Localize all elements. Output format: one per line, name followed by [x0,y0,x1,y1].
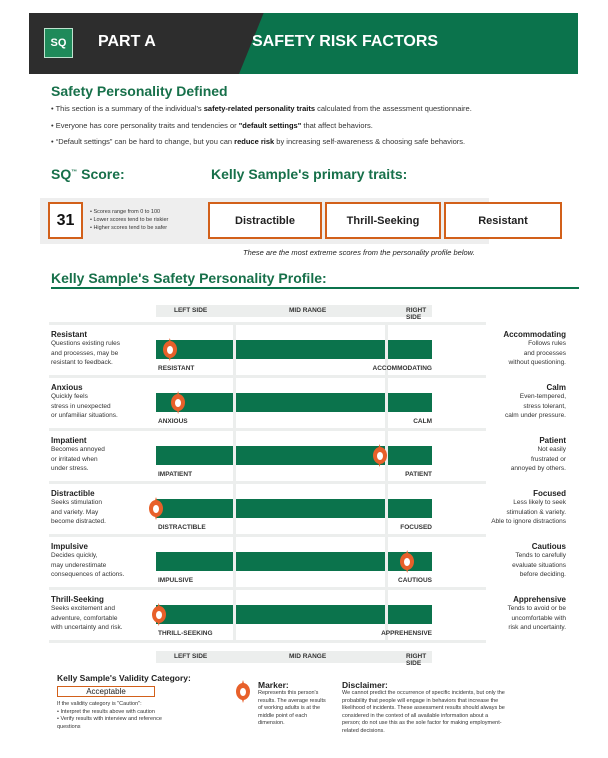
page-header: SQ PART A SAFETY RISK FACTORS [29,13,578,74]
pole-label-left: DISTRACTIBLE [158,524,206,531]
profile-row-left: Thrill-Seeking Seeks excitement and advent… [51,595,123,631]
profile-row-left: Impatient Becomes annoyed or irritated whe… [51,436,105,472]
bar-mid-range [236,393,385,412]
bullet-1: • This section is a summary of the indiv… [51,104,472,113]
bullet-2: • Everyone has core personality traits a… [51,121,373,130]
row-separator [49,534,486,537]
section-title: SAFETY RISK FACTORS [252,33,439,50]
pole-label-left: IMPATIENT [158,471,193,478]
column-header-bottom: LEFT SIDE MID RANGE RIGHT SIDE [156,651,432,667]
row-separator [49,587,486,590]
pole-label-left: RESISTANT [158,365,195,372]
bar-left-side [156,552,233,571]
marker-text: Represents this person's results. The ave… [258,690,326,726]
bar-mid-range [236,605,385,624]
score-marker-icon [400,553,415,570]
score-marker-icon [151,606,166,623]
sq-score-value: 31 [48,202,83,239]
disclaimer-text: We cannot predict the occurrence of spec… [342,690,505,734]
sq-logo: SQ [44,28,73,58]
bar-mid-range [236,552,385,571]
score-marker-icon [171,394,186,411]
pole-label-left: IMPULSIVE [158,577,194,584]
pole-label-right: APPREHENSIVE [381,630,432,637]
score-notes: • Scores range from 0 to 100 • Lower scor… [90,209,169,231]
part-label: PART A [98,33,156,50]
validity-notes: If the validity category is "Caution": • … [57,701,162,730]
profile-row-left: Anxious Quickly feels stress in unexpected… [51,383,118,419]
pole-label-right: CAUTIOUS [398,577,432,584]
profile-row-left: Impulsive Decides quickly, may underestima… [51,542,125,578]
profile-row-right: Patient Not easily frustrated or annoyed by… [510,436,566,472]
bar-left-side [156,605,233,624]
pole-label-left: THRILL-SEEKING [158,630,213,637]
bar-left-side [156,393,233,412]
sq-score-title: SQ™ Score: [51,166,125,182]
disclaimer-title: Disclaimer: [342,680,388,690]
profile-row-right: Accommodating Follows rules and processes w… [503,330,566,366]
bar-right-side [388,605,432,624]
bar-right-side [388,340,432,359]
column-header-top: LEFT SIDE MID RANGE RIGHT SIDE [156,305,432,321]
pole-label-right: PATIENT [405,471,432,478]
row-separator [49,428,486,431]
pole-label-right: ACCOMMODATING [372,365,432,372]
bar-mid-range [236,499,385,518]
bar-right-side [388,499,432,518]
profile-row-right: Calm Even-tempered, stress tolerant, calm u… [504,383,566,419]
pole-label-right: FOCUSED [400,524,432,531]
validity-value: Acceptable [57,686,155,697]
pole-label-left: ANXIOUS [158,418,188,425]
score-marker-icon [372,447,387,464]
marker-title: Marker: [258,680,289,690]
profile-row-left: Distractible Seeks stimulation and variety… [51,489,106,525]
bar-left-side [156,499,233,518]
defined-title: Safety Personality Defined [51,83,228,99]
score-marker-icon [149,500,163,517]
bar-left-side [156,446,233,465]
profile-divider [51,287,579,289]
profile-row-right: Focused Less likely to seek stimulation & … [491,489,566,525]
validity-title: Kelly Sample's Validity Category: [57,673,191,683]
profile-row-right: Cautious Tends to carefully evaluate situa… [512,542,566,578]
row-separator [49,481,486,484]
pole-label-right: CALM [413,418,432,425]
row-separator [49,322,486,325]
bar-right-side [388,393,432,412]
marker-legend-icon [236,683,250,700]
profile-row-left: Resistant Questions existing rules and pro… [51,330,121,366]
bar-mid-range [236,340,385,359]
primary-trait-1: Distractible [208,202,322,239]
bar-right-side [388,446,432,465]
primary-traits-title: Kelly Sample's primary traits: [211,166,408,182]
row-separator [49,375,486,378]
bar-mid-range [236,446,385,465]
bullet-3: • “Default settings” can be hard to chan… [51,137,466,146]
profile-row-right: Apprehensive Tends to avoid or be uncomfor… [507,595,566,631]
primary-traits-note: These are the most extreme scores from t… [243,248,475,257]
primary-trait-2: Thrill-Seeking [325,202,441,239]
profile-title: Kelly Sample's Safety Personality Profil… [51,270,327,286]
row-separator [49,640,486,643]
score-marker-icon [162,341,177,358]
primary-trait-3: Resistant [444,202,562,239]
